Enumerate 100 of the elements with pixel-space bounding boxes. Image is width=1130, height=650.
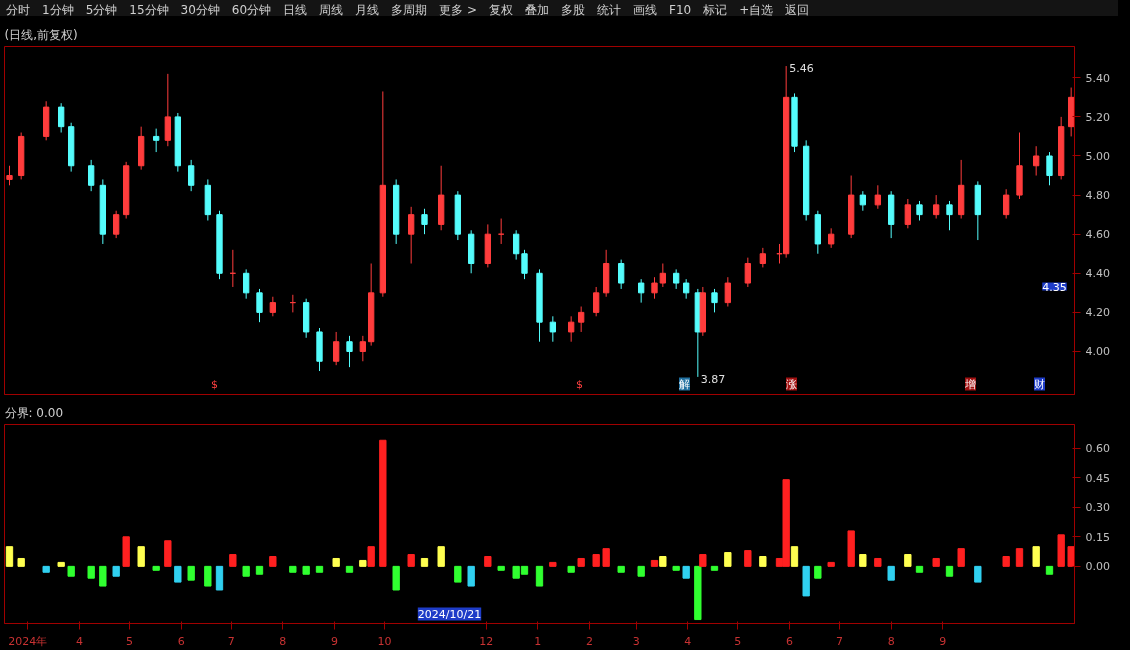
bar xyxy=(567,565,575,573)
bar xyxy=(1032,546,1040,567)
x-tick-label: 5 xyxy=(126,634,133,648)
bar xyxy=(577,557,585,567)
x-tick-label: 7 xyxy=(227,634,235,648)
candlestick xyxy=(256,288,263,323)
bar xyxy=(602,548,610,567)
bar xyxy=(289,565,297,573)
bar xyxy=(137,546,145,567)
bar xyxy=(454,565,462,583)
candlestick xyxy=(874,184,881,210)
x-tick-label: 9 xyxy=(939,634,947,648)
bar xyxy=(420,557,429,567)
text: 统计 xyxy=(597,3,621,17)
bar xyxy=(407,554,415,567)
candlestick xyxy=(659,263,666,288)
bar xyxy=(112,565,120,577)
text: 画线 xyxy=(633,3,657,17)
text: 多周期 xyxy=(391,3,428,17)
candlestick xyxy=(333,331,340,366)
candlestick xyxy=(651,276,658,300)
bar xyxy=(694,565,702,621)
y-tick-label: 5.20 xyxy=(1085,110,1110,124)
candlestick xyxy=(618,259,625,290)
y-tick-label: 5.40 xyxy=(1085,71,1110,85)
y-tick-label: 0.00 xyxy=(1085,560,1110,574)
y-tick-label: 4.00 xyxy=(1085,345,1110,359)
text: F10 xyxy=(669,3,692,17)
x-tick-label: 12 xyxy=(479,634,494,648)
candlestick xyxy=(153,128,160,153)
annotation: $ xyxy=(211,377,218,391)
candlestick xyxy=(828,227,835,249)
bar xyxy=(42,565,50,573)
bar xyxy=(759,556,767,567)
candlestick xyxy=(58,102,65,134)
bar xyxy=(367,546,375,567)
bar xyxy=(874,557,882,567)
candlestick xyxy=(1046,151,1053,186)
bar xyxy=(682,565,690,579)
y-tick-label: 0.15 xyxy=(1085,530,1110,544)
candlestick xyxy=(568,315,575,343)
annotation: $ xyxy=(576,377,583,391)
bar xyxy=(87,565,95,579)
annotation: 3.87 xyxy=(700,372,726,386)
bar xyxy=(957,548,965,567)
text: 叠加 xyxy=(525,3,549,17)
bar xyxy=(672,565,680,571)
candlestick xyxy=(521,249,528,280)
text: 周线 xyxy=(319,3,344,17)
x-tick-label: 10 xyxy=(377,634,392,648)
bar xyxy=(315,565,324,573)
y-tick-label: 0.60 xyxy=(1085,442,1110,456)
bar xyxy=(887,565,895,581)
chart-title: 分界: 0.00 xyxy=(4,405,64,420)
y-tick-label: 4.80 xyxy=(1085,189,1110,203)
annotation: 涨 xyxy=(786,377,797,391)
text: 日线 xyxy=(283,3,308,17)
annotation: 增 xyxy=(964,377,976,391)
candlestick xyxy=(759,247,766,268)
x-tick-label: 8 xyxy=(887,634,895,648)
bar xyxy=(847,530,855,567)
bar xyxy=(269,556,277,567)
candlestick xyxy=(513,229,520,261)
annotation: 财 xyxy=(1034,377,1045,391)
candlestick xyxy=(269,296,276,317)
bar xyxy=(699,554,707,567)
bar xyxy=(379,439,387,567)
text: 标记 xyxy=(703,3,728,17)
bar xyxy=(1015,548,1024,567)
y-tick-label: 4.20 xyxy=(1085,306,1110,320)
bar xyxy=(535,565,544,587)
text: 复权 xyxy=(489,3,513,17)
candlestick xyxy=(578,306,585,333)
text: 月线 xyxy=(355,3,380,17)
candlestick xyxy=(243,268,250,300)
candlestick xyxy=(188,159,195,192)
candlestick xyxy=(904,198,911,229)
bar xyxy=(915,565,924,573)
bar xyxy=(497,565,505,571)
bar xyxy=(5,546,14,567)
bar xyxy=(229,554,237,567)
x-tick-label: 2024年 xyxy=(8,634,48,648)
bar xyxy=(617,565,625,573)
text: +自选 xyxy=(739,3,774,17)
bar xyxy=(122,536,130,567)
bar xyxy=(710,565,719,571)
annotation: 4.35 xyxy=(1042,280,1067,294)
bar xyxy=(1045,565,1054,575)
candlestick xyxy=(1033,145,1040,177)
text: 返回 xyxy=(785,3,810,17)
candlestick xyxy=(946,200,953,231)
bar xyxy=(467,565,475,587)
candlestick xyxy=(744,257,751,288)
bar xyxy=(1057,534,1065,567)
y-tick-label: 5.00 xyxy=(1085,149,1110,163)
bar xyxy=(1067,546,1075,567)
bar xyxy=(67,565,75,577)
bar xyxy=(974,565,982,583)
x-tick-label: 6 xyxy=(177,634,185,648)
text: 15分钟 xyxy=(129,3,169,17)
